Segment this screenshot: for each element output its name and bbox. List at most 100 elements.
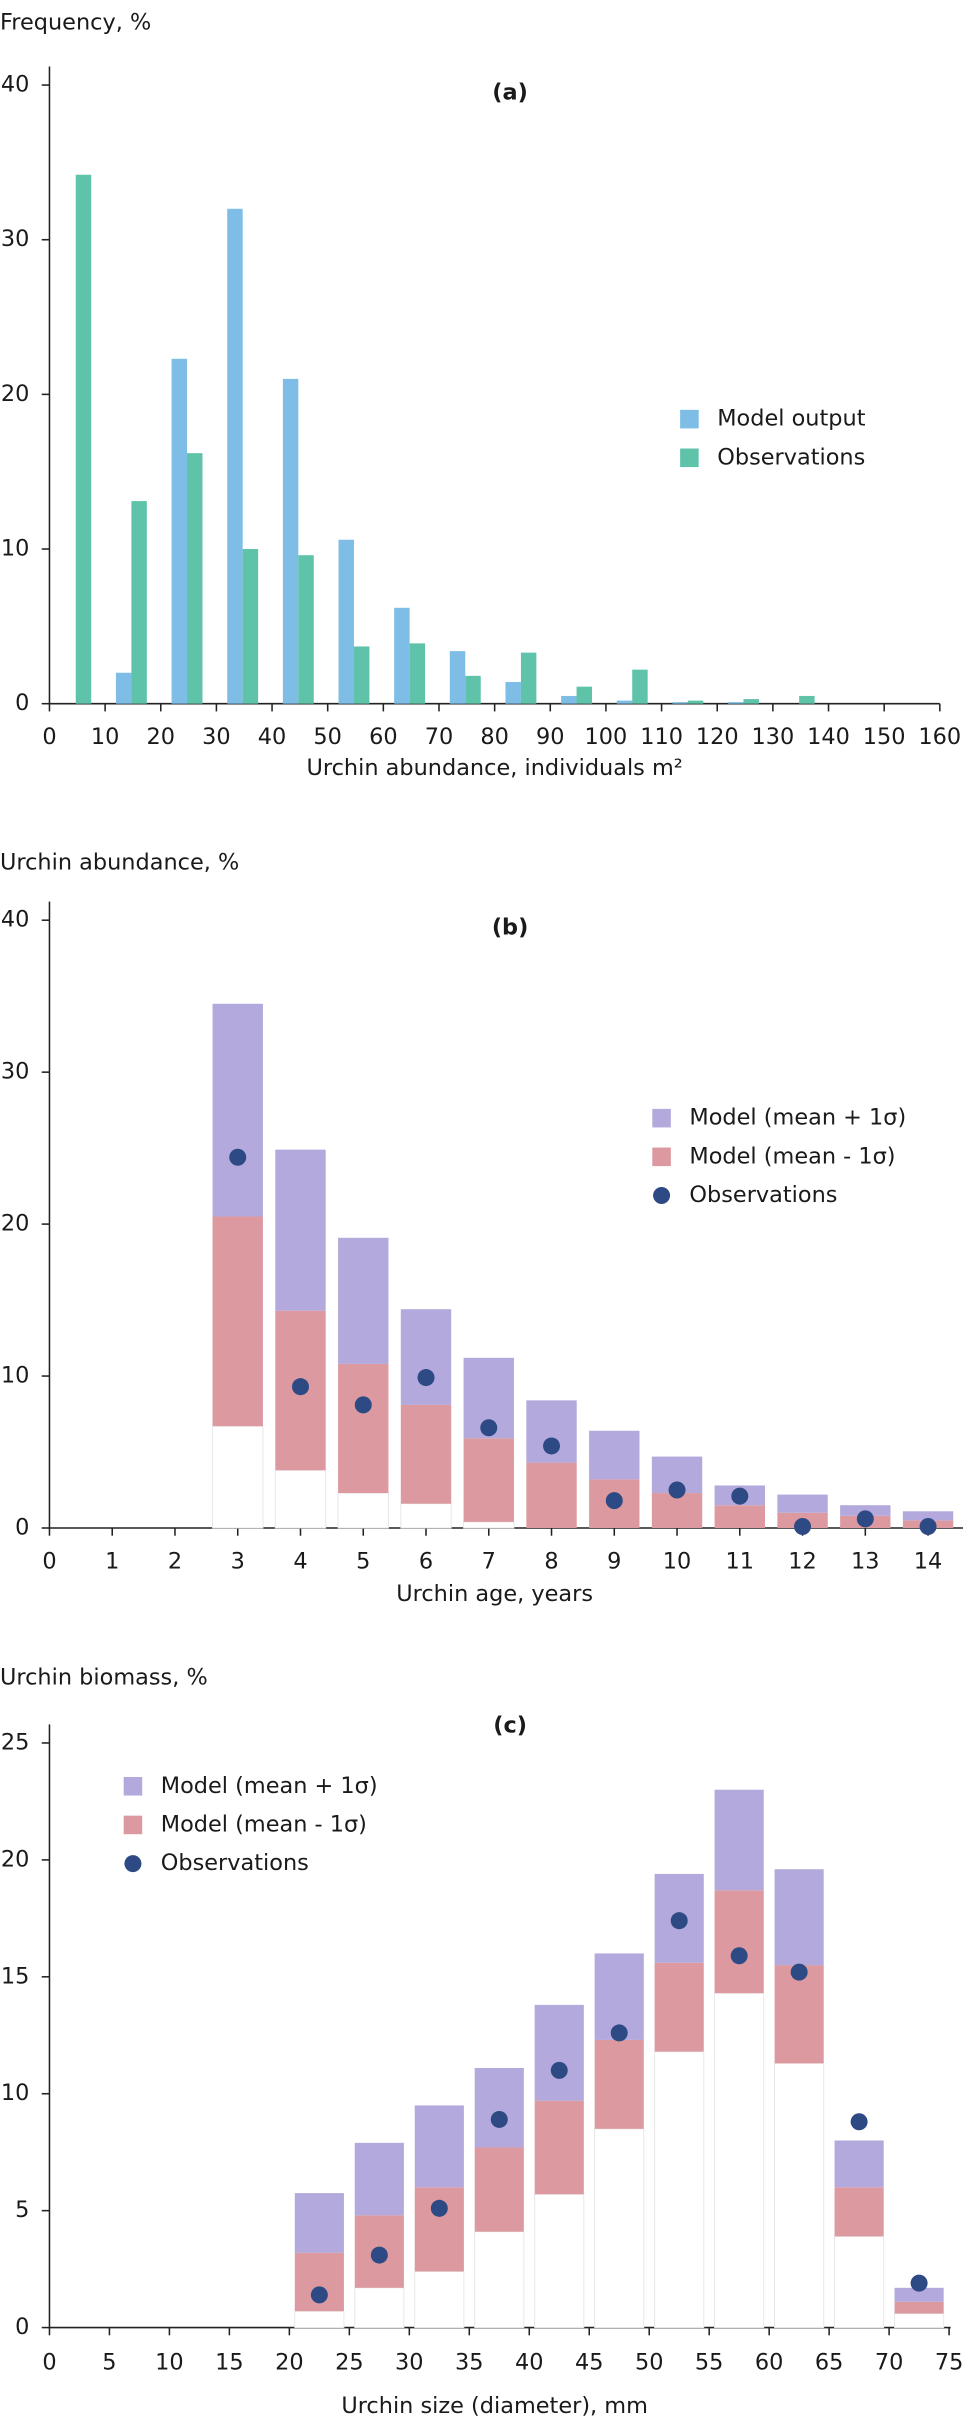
bar-base xyxy=(474,2231,525,2329)
bar-upper xyxy=(834,2140,884,2188)
legend-swatch xyxy=(652,1108,671,1128)
y-tick-label: 20 xyxy=(1,381,30,407)
bar xyxy=(632,669,648,704)
y-tick-label: 10 xyxy=(1,536,30,562)
x-tick-label: 6 xyxy=(419,1549,433,1575)
legend-label: Observations xyxy=(717,444,865,470)
x-tick-label: 0 xyxy=(42,2350,56,2376)
observation-dot xyxy=(670,1912,688,1930)
x-tick-label: 10 xyxy=(91,724,120,750)
observation-dot xyxy=(610,2024,628,2042)
bar-base xyxy=(212,1425,264,1529)
bar-base xyxy=(894,2313,945,2329)
bar-upper xyxy=(534,2004,584,2101)
x-tick-label: 0 xyxy=(42,724,56,750)
legend-swatch xyxy=(680,448,699,468)
bar-upper xyxy=(400,1309,452,1405)
bar xyxy=(687,700,704,704)
bar xyxy=(505,682,521,704)
bar xyxy=(75,174,92,704)
x-tick-label: 0 xyxy=(42,1549,56,1575)
x-axis-label: Urchin size (diameter), mm xyxy=(341,2393,648,2419)
legend-label: Observations xyxy=(161,1850,309,1876)
bar xyxy=(576,686,593,704)
bar xyxy=(338,539,354,704)
observation-dot xyxy=(430,2199,448,2217)
x-tick-label: 7 xyxy=(482,1549,496,1575)
bar-upper xyxy=(474,2068,524,2148)
bar-base xyxy=(337,1492,389,1529)
legend-label: Model (mean + 1σ) xyxy=(161,1773,378,1799)
x-tick-label: 8 xyxy=(544,1549,558,1575)
legend-swatch xyxy=(653,1186,671,1204)
bar-base xyxy=(274,1469,327,1529)
bar-base xyxy=(714,1992,765,2329)
bar xyxy=(394,607,410,704)
y-axis-label: Urchin abundance, % xyxy=(0,849,239,875)
legend-swatch xyxy=(680,409,699,429)
bar-upper xyxy=(589,1430,640,1480)
bar-upper xyxy=(354,2142,404,2216)
x-tick-label: 4 xyxy=(293,1549,307,1575)
legend-label: Model (mean - 1σ) xyxy=(689,1143,895,1169)
x-tick-label: 40 xyxy=(258,724,287,750)
x-tick-label: 45 xyxy=(575,2350,604,2376)
bar-upper xyxy=(212,1003,263,1217)
legend-swatch xyxy=(652,1147,671,1167)
x-tick-label: 110 xyxy=(640,724,683,750)
x-tick-label: 3 xyxy=(231,1549,245,1575)
bar-upper xyxy=(714,1789,764,1891)
y-tick-label: 40 xyxy=(1,72,30,98)
bar-upper xyxy=(894,2287,944,2302)
bar xyxy=(616,700,633,704)
x-tick-label: 12 xyxy=(788,1549,817,1575)
legend-label: Model output xyxy=(717,406,865,432)
bar-range xyxy=(654,1962,704,2052)
observation-dot xyxy=(668,1481,686,1499)
legend-swatch xyxy=(124,1855,142,1873)
bar-base xyxy=(463,1521,515,1529)
bar-base xyxy=(594,2128,645,2329)
bar xyxy=(449,651,466,704)
y-tick-label: 15 xyxy=(1,1963,30,1989)
bar xyxy=(131,501,147,704)
bar-range xyxy=(594,2039,644,2129)
x-tick-label: 25 xyxy=(335,2350,364,2376)
bar-base xyxy=(774,2062,825,2329)
bar xyxy=(561,695,577,704)
legend-swatch xyxy=(123,1815,143,1835)
bar-range xyxy=(774,1965,824,2064)
y-tick-label: 10 xyxy=(1,2080,30,2106)
bar-range xyxy=(534,2100,584,2195)
x-tick-label: 50 xyxy=(635,2350,664,2376)
legend-swatch xyxy=(123,1776,143,1796)
chart-title: (c) xyxy=(493,1712,527,1738)
observation-dot xyxy=(354,1396,372,1414)
x-tick-label: 10 xyxy=(155,2350,184,2376)
x-tick-label: 100 xyxy=(585,724,628,750)
y-tick-label: 25 xyxy=(1,1729,30,1755)
y-axis-label: Urchin biomass, % xyxy=(0,1665,208,1691)
observation-dot xyxy=(910,2274,928,2292)
x-tick-label: 70 xyxy=(425,724,454,750)
bar xyxy=(743,699,759,704)
observation-dot xyxy=(794,1517,812,1535)
x-tick-label: 20 xyxy=(147,724,176,750)
x-tick-label: 75 xyxy=(935,2350,963,2376)
x-tick-label: 120 xyxy=(696,724,739,750)
bar-range xyxy=(338,1363,389,1494)
bar-base xyxy=(414,2270,465,2329)
x-tick-label: 35 xyxy=(455,2350,484,2376)
observation-dot xyxy=(310,2286,328,2304)
x-tick-label: 65 xyxy=(815,2350,844,2376)
x-tick-label: 150 xyxy=(863,724,906,750)
y-tick-label: 30 xyxy=(1,226,30,252)
x-tick-label: 90 xyxy=(536,724,565,750)
bar-base xyxy=(654,2051,705,2329)
bar-range xyxy=(894,2301,944,2314)
bar-range xyxy=(714,1890,764,1994)
legend-label: Model (mean - 1σ) xyxy=(161,1811,367,1837)
legend-label: Observations xyxy=(689,1182,837,1208)
bar-upper xyxy=(902,1511,954,1521)
